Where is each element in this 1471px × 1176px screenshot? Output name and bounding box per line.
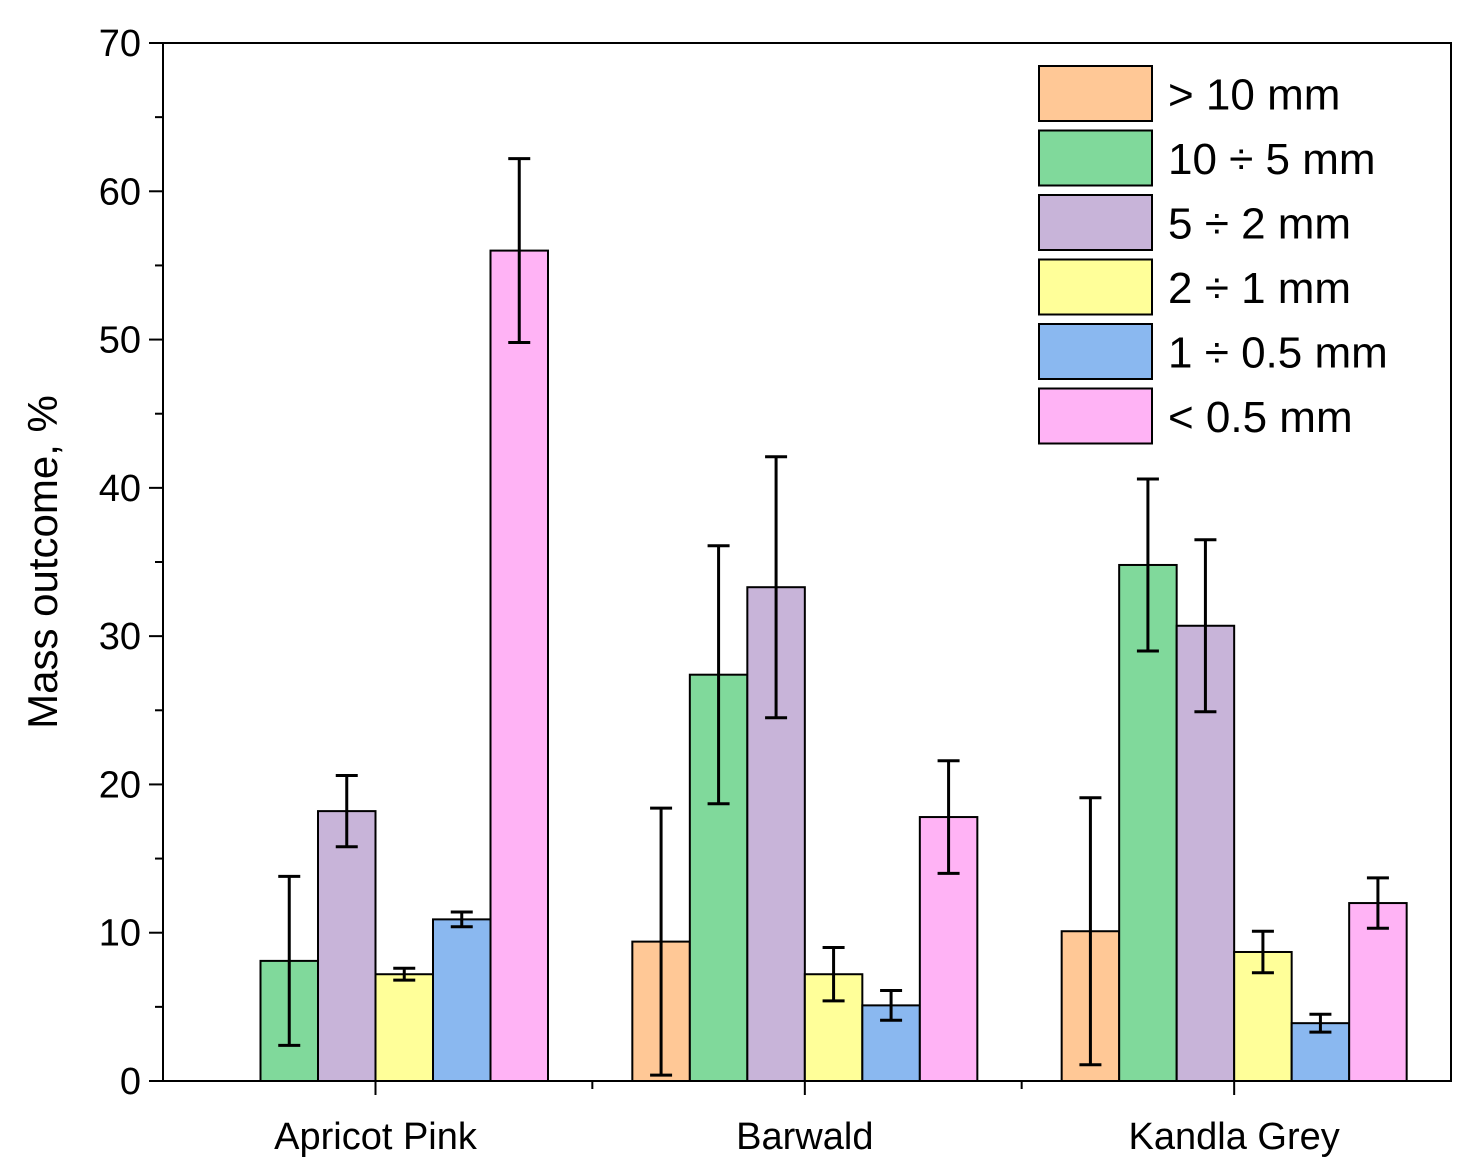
bar	[374, 973, 434, 1083]
legend-swatch	[1038, 194, 1153, 251]
y-tick-label: 20	[99, 764, 141, 806]
bar	[432, 918, 492, 1083]
error-bar	[822, 946, 845, 1003]
error-bar	[450, 910, 473, 929]
error-bar	[1136, 477, 1159, 653]
legend: > 10 mm 10 ÷ 5 mm 5 ÷ 2 mm 2 ÷ 1 mm 1 ÷ 0.5 …	[1038, 65, 1388, 445]
error-bar	[765, 455, 788, 720]
legend-label: 5 ÷ 2 mm	[1168, 200, 1351, 249]
error-bar	[335, 774, 358, 849]
error-bars	[278, 157, 1389, 1077]
x-category-label: Apricot Pink	[274, 1116, 478, 1158]
legend-swatch	[1038, 323, 1153, 380]
error-bar	[1079, 796, 1102, 1067]
x-axis: Apricot Pink Barwald Kandla Grey	[274, 1081, 1340, 1158]
bar	[317, 810, 377, 1082]
legend-swatch	[1038, 65, 1153, 122]
error-bar	[278, 874, 301, 1047]
error-bar	[393, 966, 416, 982]
legend-swatch	[1038, 129, 1153, 187]
error-bar	[1251, 929, 1274, 975]
y-tick-label: 0	[120, 1061, 141, 1103]
x-category-label: Barwald	[736, 1116, 873, 1158]
legend-label: 10 ÷ 5 mm	[1168, 135, 1376, 184]
legend-label: 1 ÷ 0.5 mm	[1168, 329, 1388, 378]
bar	[489, 249, 549, 1083]
error-bar	[650, 806, 673, 1077]
legend-swatch	[1038, 258, 1153, 316]
error-bar	[707, 544, 730, 806]
y-axis-title: Mass outcome, %	[19, 395, 66, 729]
error-bar	[937, 759, 960, 875]
legend-label: 2 ÷ 1 mm	[1168, 264, 1351, 313]
legend-label: > 10 mm	[1168, 71, 1340, 120]
y-tick-label: 50	[99, 320, 141, 362]
error-bar	[1194, 538, 1217, 714]
y-tick-label: 30	[99, 616, 141, 658]
error-bar	[1366, 876, 1389, 930]
y-tick-label: 60	[99, 171, 141, 213]
y-tick-label: 40	[99, 468, 141, 510]
y-tick-label: 70	[99, 23, 141, 65]
bar	[1348, 902, 1408, 1082]
error-bar	[880, 989, 903, 1022]
legend-label: < 0.5 mm	[1168, 393, 1353, 442]
y-tick-label: 10	[99, 913, 141, 955]
legend-swatch	[1038, 387, 1153, 445]
error-bar	[1309, 1012, 1332, 1034]
error-bar	[508, 157, 531, 345]
x-category-label: Kandla Grey	[1129, 1116, 1340, 1158]
y-axis: 0 10 20 30 40 50 60 70	[99, 23, 163, 1103]
